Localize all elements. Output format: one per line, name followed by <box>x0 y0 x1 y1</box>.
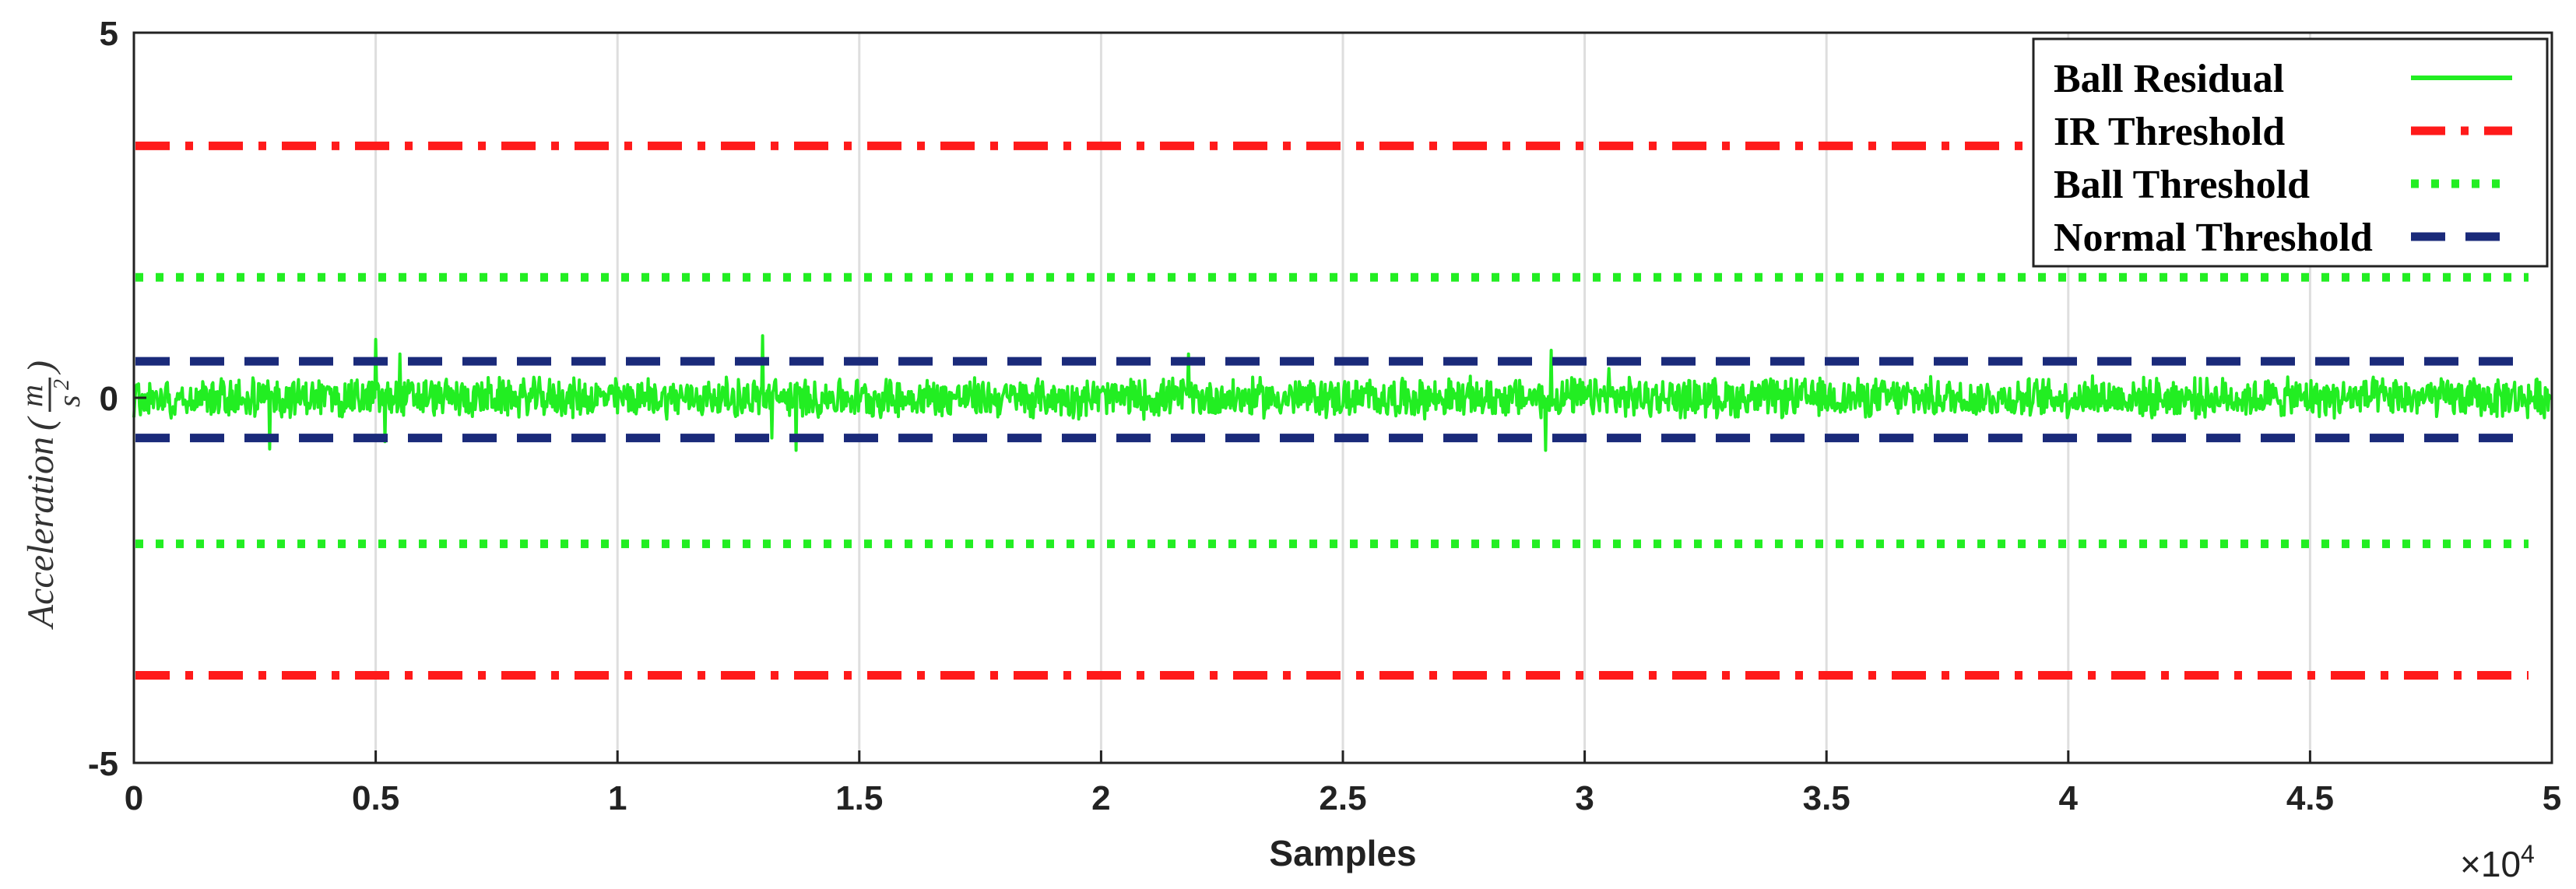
y-axis-unit-denominator-exponent: 2 <box>50 379 74 390</box>
x-tick-label-5: 2.5 <box>1319 779 1366 817</box>
x-tick-label-0: 0 <box>125 779 143 817</box>
y-axis-label: Acceleration ( m s 2 ) <box>14 360 86 630</box>
y-axis-label-open-paren: ( <box>20 416 62 430</box>
series-ball-residual-line <box>132 334 2553 452</box>
y-axis-unit-denominator: s <box>51 395 86 407</box>
x-axis-multiplier-exponent: 4 <box>2521 840 2535 868</box>
x-tick-label-6: 3 <box>1575 779 1594 817</box>
x-tick-label-3: 1.5 <box>835 779 883 817</box>
y-axis-unit-numerator: m <box>14 385 49 407</box>
legend-label-2: Ball Threshold <box>2054 163 2310 207</box>
x-axis-label: Samples <box>1269 833 1416 873</box>
x-tick-label-10: 5 <box>2543 779 2561 817</box>
legend-label-1: IR Threshold <box>2054 110 2285 154</box>
legend-label-0: Ball Residual <box>2054 57 2284 101</box>
ticks: 0 0.5 1 1.5 2 2.5 3 3.5 4 4.5 550-5 <box>88 15 2561 817</box>
x-tick-label-2: 1 <box>608 779 627 817</box>
y-axis-label-text: Acceleration <box>20 437 62 630</box>
x-axis-multiplier: ×104 <box>2460 840 2535 884</box>
x-tick-label-7: 3.5 <box>1803 779 1850 817</box>
y-tick-label-2: -5 <box>88 745 118 783</box>
legend-label-3: Normal Threshold <box>2054 216 2373 260</box>
x-axis-multiplier-base: ×10 <box>2460 844 2521 884</box>
y-axis-label-close-paren: ) <box>20 360 62 375</box>
x-tick-label-4: 2 <box>1091 779 1110 817</box>
legend: Ball Residual IR Threshold Ball Threshold N… <box>2032 37 2549 268</box>
y-tick-label-0: 5 <box>100 15 118 53</box>
x-tick-label-8: 4 <box>2059 779 2079 817</box>
y-tick-label-1: 0 <box>100 380 118 418</box>
x-tick-label-1: 0.5 <box>352 779 399 817</box>
x-tick-label-9: 4.5 <box>2286 779 2334 817</box>
